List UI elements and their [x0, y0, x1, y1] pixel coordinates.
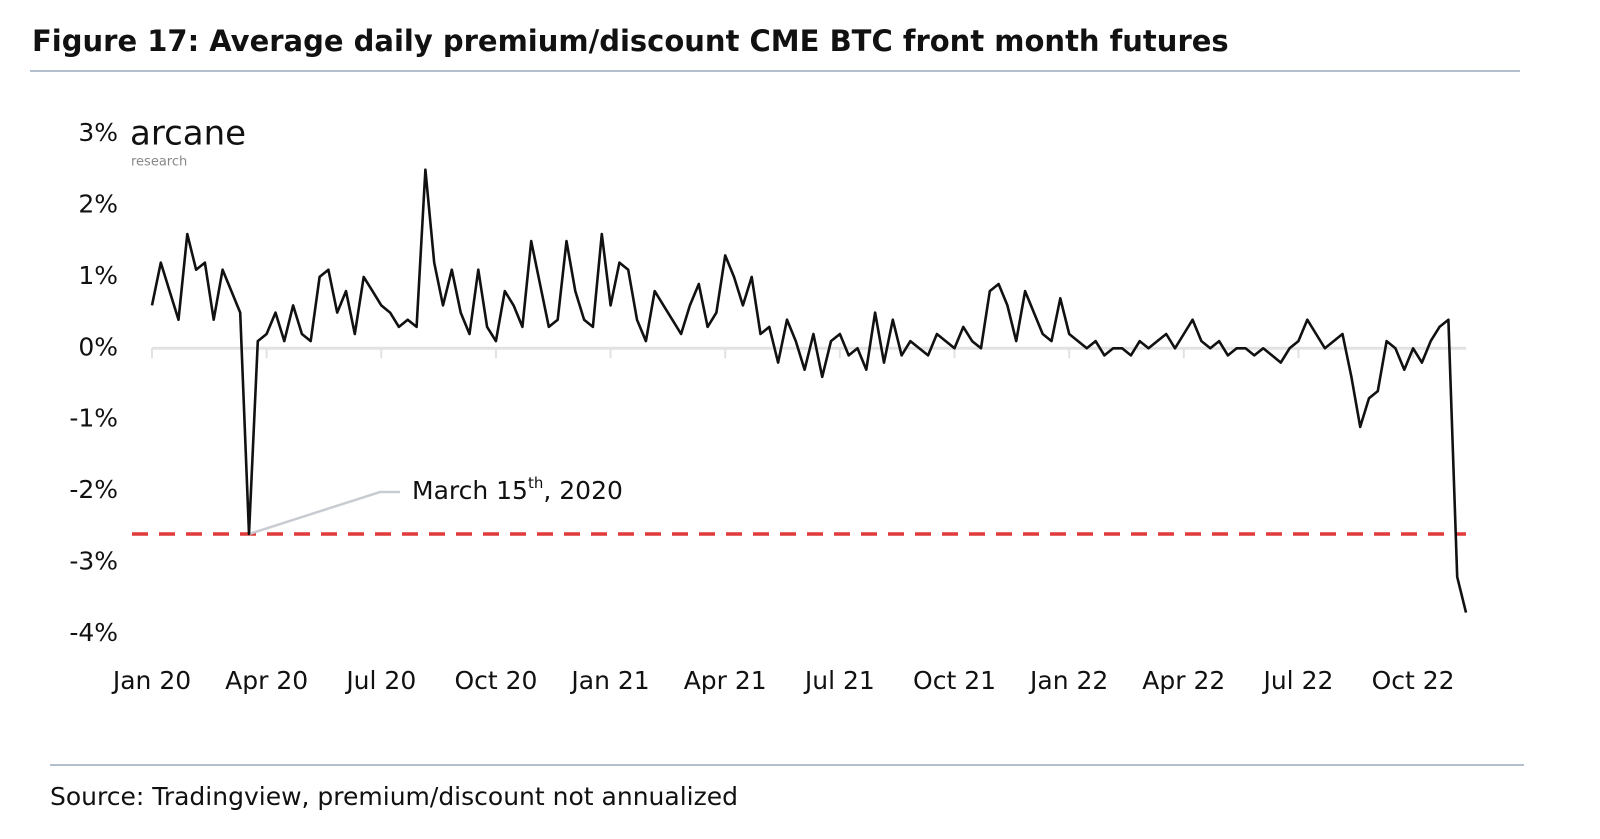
y-tick-label: 0% [78, 332, 118, 361]
annotation-leader [248, 490, 400, 536]
y-tick-label: -1% [69, 404, 118, 433]
y-tick-label: -2% [69, 475, 118, 504]
annotation-part: , 2020 [543, 476, 623, 505]
series-line [150, 168, 1468, 613]
x-tick-label: Apr 21 [684, 666, 767, 695]
chart-title: Figure 17: Average daily premium/discoun… [32, 24, 1229, 58]
annotation-part: March 15 [412, 476, 528, 505]
y-tick-label: -4% [69, 618, 118, 647]
x-tick-label: Oct 20 [454, 666, 537, 695]
y-tick-label: -3% [69, 547, 118, 576]
x-tick-label: Jul 21 [803, 666, 875, 695]
logo: arcane [130, 114, 246, 154]
y-tick-label: 3% [78, 118, 118, 147]
x-tick-label: Apr 22 [1142, 666, 1225, 695]
x-tick-label: Jan 22 [1028, 666, 1108, 695]
annotation-part: th [528, 474, 543, 492]
x-tick-label: Jan 21 [569, 666, 649, 695]
x-tick-label: Apr 20 [225, 666, 308, 695]
x-tick-label: Jul 20 [344, 666, 416, 695]
x-tick-label: Oct 21 [913, 666, 996, 695]
x-tick-label: Jul 22 [1261, 666, 1333, 695]
x-tick-label: Oct 22 [1372, 666, 1455, 695]
annotation: March 15th, 2020 [412, 474, 623, 506]
source: Source: Tradingview, premium/discount no… [50, 782, 738, 811]
y-tick-label: 1% [78, 261, 118, 290]
x-tick-label: Jan 20 [111, 666, 191, 695]
logo-sub: research [131, 155, 187, 170]
y-tick-label: 2% [78, 189, 118, 218]
